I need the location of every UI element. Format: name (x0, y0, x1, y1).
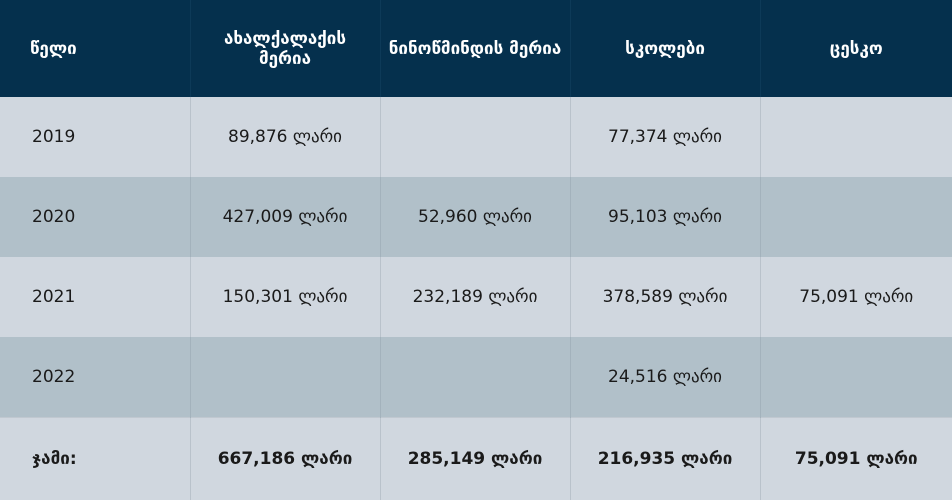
table-cell (760, 97, 952, 177)
header-ninotsminda-city-hall: ნინოწმინდის მერია (380, 0, 571, 97)
table-row: 2022 24,516 ლარი (0, 337, 952, 417)
header-schools: სკოლები (570, 0, 761, 97)
table-row: 2019 89,876 ლარი 77,374 ლარი (0, 97, 952, 177)
table-cell: 427,009 ლარი (190, 177, 381, 257)
table-cell: 150,301 ლარი (190, 257, 381, 337)
table-cell: 232,189 ლარი (380, 257, 571, 337)
table-cell: 24,516 ლარი (570, 337, 761, 417)
table-cell: 89,876 ლარი (190, 97, 381, 177)
year-cell: 2020 (0, 177, 191, 257)
table-header: წელი ახალქალაქის მერია ნინოწმინდის მერია… (0, 0, 952, 97)
table-body: 2019 89,876 ლარი 77,374 ლარი 2020 427,00… (0, 97, 952, 500)
table-cell (190, 337, 381, 417)
total-row: ჯამი: 667,186 ლარი 285,149 ლარი 216,935 … (0, 416, 952, 500)
total-akhalkalaki-cell: 667,186 ლარი (190, 416, 381, 500)
table-cell: 52,960 ლარი (380, 177, 571, 257)
table-cell: 378,589 ლარი (570, 257, 761, 337)
header-row: წელი ახალქალაქის მერია ნინოწმინდის მერია… (0, 0, 952, 97)
header-cesko: ცესკო (760, 0, 952, 97)
table-cell: 77,374 ლარი (570, 97, 761, 177)
year-cell: 2021 (0, 257, 191, 337)
header-akhalkalaki-city-hall: ახალქალაქის მერია (190, 0, 381, 97)
header-year: წელი (0, 0, 191, 97)
table-cell (380, 97, 571, 177)
total-schools-cell: 216,935 ლარი (570, 416, 761, 500)
total-ninotsminda-cell: 285,149 ლარი (380, 416, 571, 500)
year-cell: 2019 (0, 97, 191, 177)
total-label: ჯამი: (0, 416, 191, 500)
table-cell: 75,091 ლარი (760, 257, 952, 337)
total-cesko-cell: 75,091 ლარი (760, 416, 952, 500)
year-cell: 2022 (0, 337, 191, 417)
table-row: 2020 427,009 ლარი 52,960 ლარი 95,103 ლარ… (0, 177, 952, 257)
table-cell (380, 337, 571, 417)
table-cell (760, 337, 952, 417)
table-cell: 95,103 ლარი (570, 177, 761, 257)
table-row: 2021 150,301 ლარი 232,189 ლარი 378,589 ლ… (0, 257, 952, 337)
table-cell (760, 177, 952, 257)
